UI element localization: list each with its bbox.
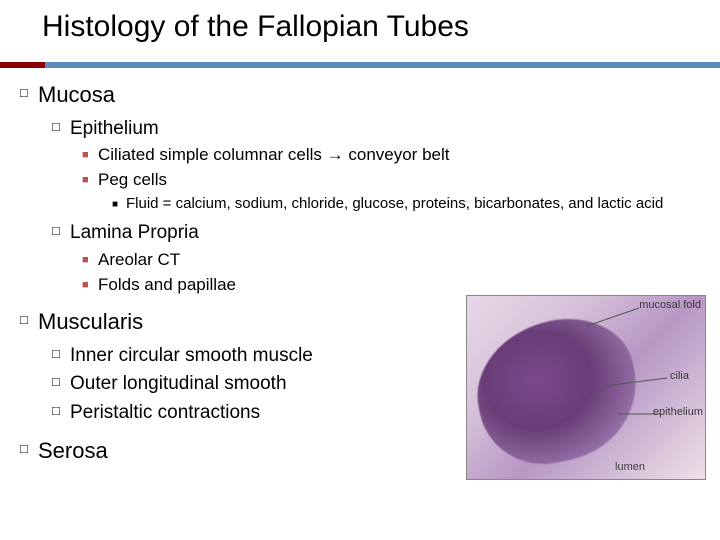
bullet-solid-icon: ■ [112,194,126,212]
bullet-box-icon: □ [20,80,38,102]
bullet-red-icon: ■ [82,169,98,188]
img-label-lumen: lumen [615,461,645,473]
title-area: Histology of the Fallopian Tubes [0,0,720,44]
section-mucosa: □ Mucosa [20,80,700,110]
peg-text: Peg cells [98,169,167,192]
serosa-label: Serosa [38,436,108,466]
img-label-cilia: cilia [670,370,689,382]
muscularis-label: Muscularis [38,307,143,337]
areolar-text: Areolar CT [98,249,180,272]
muscularis-outer-text: Outer longitudinal smooth [70,371,287,397]
arrow-icon: → [327,145,344,164]
ciliated-text: Ciliated simple columnar cells → conveyo… [98,144,449,167]
muscularis-peristaltic-text: Peristaltic contractions [70,400,260,426]
bullet-red-icon: ■ [82,144,98,163]
ciliated-post: conveyor belt [344,145,450,164]
bullet-box-icon: □ [52,116,70,136]
img-label-mucosal-fold: mucosal fold [639,299,701,311]
bullet-box-icon: □ [52,220,70,240]
bullet-red-icon: ■ [82,274,98,293]
lamina-item-areolar: ■ Areolar CT [82,249,700,272]
fluid-text: Fluid = calcium, sodium, chloride, gluco… [126,194,663,214]
muscularis-inner-text: Inner circular smooth muscle [70,343,313,369]
leader-line [587,308,639,326]
bullet-red-icon: ■ [82,249,98,268]
img-label-epithelium: epithelium [653,406,703,418]
peg-fluid: ■ Fluid = calcium, sodium, chloride, glu… [112,194,700,214]
epithelium-label: Epithelium [70,116,159,142]
mucosa-label: Mucosa [38,80,115,110]
lamina-item-folds: ■ Folds and papillae [82,274,700,297]
bullet-box-icon: □ [20,307,38,329]
histology-image: mucosal fold cilia epithelium lumen [466,295,706,480]
bullet-box-icon: □ [20,436,38,458]
bullet-box-icon: □ [52,400,70,420]
epithelium-item-ciliated: ■ Ciliated simple columnar cells → conve… [82,144,700,167]
image-annotations [467,296,706,480]
mucosa-lamina: □ Lamina Propria [52,220,700,246]
folds-text: Folds and papillae [98,274,236,297]
ciliated-pre: Ciliated simple columnar cells [98,145,327,164]
mucosa-epithelium: □ Epithelium [52,116,700,142]
leader-line [605,378,667,386]
slide-title: Histology of the Fallopian Tubes [42,10,720,44]
epithelium-item-peg: ■ Peg cells [82,169,700,192]
bullet-box-icon: □ [52,343,70,363]
lamina-label: Lamina Propria [70,220,199,246]
bullet-box-icon: □ [52,371,70,391]
